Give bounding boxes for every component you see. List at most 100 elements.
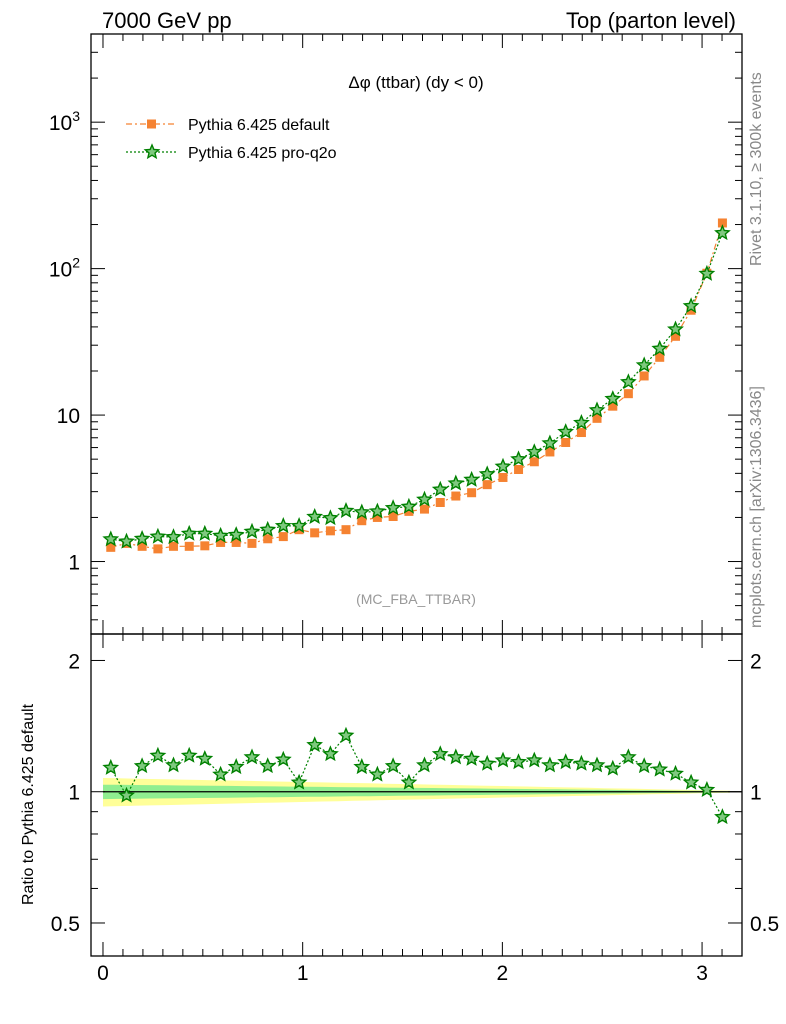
data-point-proq2o (541, 434, 559, 451)
data-point-proq2o (463, 470, 481, 487)
data-point-default (671, 331, 681, 341)
ratio-point-proq2o (494, 751, 512, 768)
data-point-default (106, 542, 116, 552)
data-point-default (435, 497, 445, 507)
data-point-proq2o (118, 532, 135, 549)
ratio-point-proq2o (510, 753, 527, 770)
data-point-default (498, 472, 508, 482)
data-point-proq2o (510, 450, 527, 467)
ratio-point-proq2o (196, 749, 214, 766)
data-point-proq2o (604, 390, 622, 406)
data-point-default (514, 464, 524, 474)
chart-title: Δφ (ttbar) (dy < 0) (348, 73, 483, 92)
ratio-point-proq2o (541, 756, 559, 773)
ratio-point-proq2o (604, 759, 622, 776)
data-point-proq2o (619, 373, 637, 390)
ratio-point-proq2o (368, 765, 386, 782)
ratio-frame (90, 633, 743, 957)
ratio-point-proq2o (149, 746, 167, 763)
y-tick-exponent: 2 (72, 255, 80, 271)
data-point-proq2o (573, 413, 590, 430)
data-point-default (325, 526, 335, 536)
data-point-default (561, 437, 571, 447)
ratio-point-proq2o (447, 748, 465, 765)
ratio-point-proq2o (478, 754, 496, 771)
data-point-default (686, 305, 696, 315)
data-point-default (529, 457, 539, 467)
ratio-point-proq2o (416, 756, 433, 773)
ratio-y-tick-label: 0.5 (51, 913, 80, 936)
data-point-default (263, 534, 273, 544)
data-point-default (200, 541, 210, 551)
main-panel: 1 10 102 103 Δφ (ttbar) (dy < 0) (MC_FBA_TTBA… (49, 33, 743, 635)
data-point-default (545, 447, 555, 457)
data-point-proq2o (353, 503, 371, 520)
ratio-axis-label: Ratio to Pythia 6.425 default (20, 703, 37, 905)
data-point-proq2o (274, 517, 292, 534)
data-point-proq2o (478, 465, 496, 482)
ratio-panel: 0.5 0.5 1 1 2 2 0 1 2 3 (51, 633, 779, 985)
ratio-point-proq2o (259, 757, 277, 774)
series-line-default (110, 222, 723, 550)
ratio-point-proq2o (573, 754, 590, 771)
data-point-proq2o (133, 529, 151, 546)
data-point-proq2o (525, 443, 543, 460)
ratio-point-proq2o (619, 748, 637, 765)
ratio-point-proq2o (353, 758, 371, 775)
ratio-point-proq2o (557, 753, 574, 770)
data-point-proq2o (400, 497, 418, 514)
data-point-default (467, 488, 477, 498)
y-tick-label: 1 (68, 552, 80, 575)
ratio-point-proq2o (682, 773, 700, 790)
data-point-proq2o (682, 297, 700, 314)
data-point-default (278, 532, 288, 542)
ratio-point-proq2o (651, 760, 669, 777)
ratio-point-proq2o (227, 758, 245, 775)
ratio-point-proq2o (526, 751, 543, 768)
data-point-proq2o (290, 517, 308, 534)
ratio-point-proq2o (165, 756, 182, 773)
data-point-proq2o (588, 401, 606, 418)
data-point-default (372, 512, 382, 522)
ratio-point-proq2o (102, 758, 120, 775)
ratio-point-proq2o (322, 745, 339, 762)
data-point-default (623, 389, 633, 399)
ratio-point-proq2o (290, 773, 308, 790)
data-point-proq2o (243, 522, 261, 539)
data-point-default (184, 541, 194, 551)
data-point-default (482, 480, 492, 490)
x-tick-label: 3 (696, 962, 708, 985)
data-point-default (404, 506, 414, 516)
ratio-y-tick-label: 2 (68, 650, 80, 673)
data-point-proq2o (259, 520, 277, 537)
ratio-point-proq2o (133, 757, 151, 774)
ratio-point-proq2o (306, 736, 323, 753)
data-point-proq2o (651, 339, 669, 356)
ratio-point-proq2o (588, 756, 606, 773)
data-point-proq2o (227, 526, 245, 543)
data-point-proq2o (368, 502, 386, 519)
x-tick-label: 2 (497, 962, 509, 985)
data-point-default (608, 401, 618, 411)
data-point-default (451, 491, 461, 501)
y-tick-label: 10 (57, 405, 80, 428)
rivet-label: Rivet 3.1.10, ≥ 300k events (748, 72, 765, 266)
data-point-proq2o (667, 320, 684, 337)
data-point-default (231, 537, 241, 547)
data-point-proq2o (337, 501, 355, 518)
ratio-point-proq2o (463, 749, 481, 766)
analysis-label: (MC_FBA_TTBAR) (356, 591, 476, 607)
data-point-proq2o (212, 526, 230, 543)
ratio-y-tick-label: 1 (68, 782, 80, 805)
data-point-default (592, 413, 602, 423)
y-tick-label: 103 (49, 108, 80, 135)
data-point-default (310, 528, 320, 538)
data-point-proq2o (635, 356, 653, 373)
ratio-point-proq2o (431, 745, 449, 762)
legend-marker-proq2o (143, 143, 161, 160)
ratio-point-proq2o (337, 726, 355, 743)
data-point-proq2o (447, 474, 465, 491)
energy-label: 7000 GeV pp (102, 8, 232, 33)
data-point-proq2o (196, 524, 214, 541)
ratio-point-proq2o (180, 746, 198, 763)
